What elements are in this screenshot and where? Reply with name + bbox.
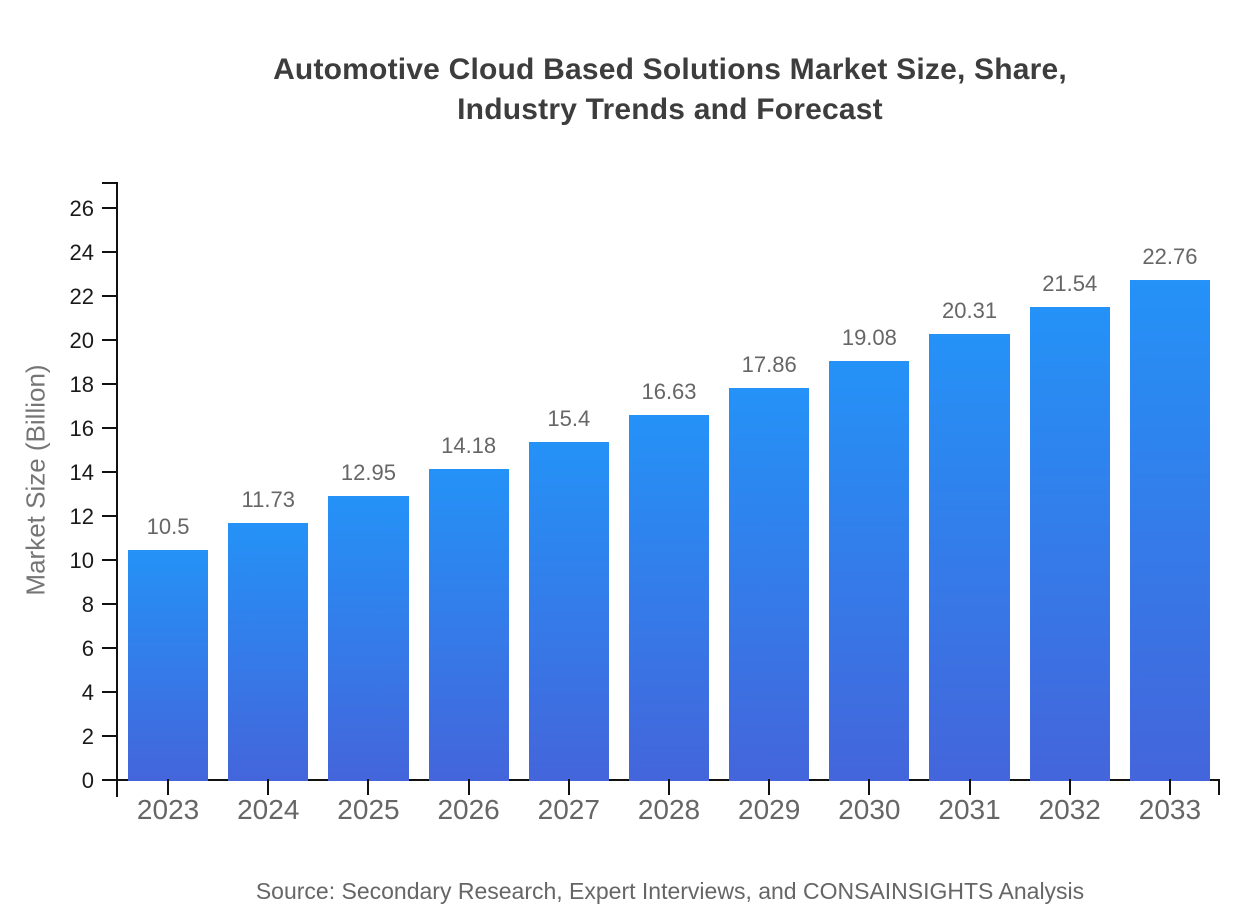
y-tick-label: 0 [81,768,94,793]
y-tick [102,735,116,737]
y-tick-label: 20 [69,328,94,353]
x-tick-label-2032: 2032 [1038,794,1101,825]
bar-value-label-2032: 21.54 [1042,271,1098,297]
x-tick [768,779,771,795]
x-tick [167,779,170,795]
bar-value-label-2033: 22.76 [1142,244,1198,270]
y-tick-label: 24 [69,240,94,265]
chart-title: Automotive Cloud Based Solutions Market … [80,50,1260,130]
y-tick [102,339,116,341]
x-tick [567,779,570,795]
x-tick [267,779,270,795]
x-tick-label-2033: 2033 [1138,794,1202,825]
bar-value-label-2026: 14.18 [441,433,497,459]
x-tick-label-2024: 2024 [237,794,300,825]
bar-value-label-2024: 11.73 [241,486,295,512]
bar-2025 [328,496,409,781]
x-tick [1168,779,1171,795]
bar-2026 [428,469,509,781]
y-tick [102,295,116,297]
bar-2029 [729,388,810,781]
y-tick [102,251,116,253]
y-tick [102,427,116,429]
x-tick [1068,779,1071,795]
chart-title-line-1: Automotive Cloud Based Solutions Market … [273,53,1067,86]
bar-value-label-2023: 10.5 [146,514,190,539]
bar-value-label-2028: 16.63 [641,379,697,405]
y-axis-end-tick [102,182,116,184]
y-tick-label: 4 [81,680,94,705]
x-tick-label-2023: 2023 [136,794,200,825]
bar-2023 [128,550,209,781]
y-tick-label: 22 [69,284,94,309]
bar-value-label-2029: 17.86 [741,352,797,378]
y-tick-label: 12 [69,504,94,529]
x-tick [968,779,971,795]
y-tick [102,471,116,473]
bar-2033 [1129,280,1210,781]
bar-2027 [528,442,609,781]
y-tick [102,383,116,385]
y-tick-label: 6 [81,636,94,661]
y-tick [102,647,116,649]
x-tick-label-2025: 2025 [337,794,400,825]
bar-2028 [628,415,710,781]
x-tick-label-2026: 2026 [437,794,500,825]
y-tick [102,559,116,561]
bar-2032 [1029,307,1110,781]
x-tick [467,779,470,795]
y-tick-label: 14 [69,460,94,485]
bar-value-label-2027: 15.4 [547,406,591,432]
bar-value-label-2030: 19.08 [841,325,897,351]
x-tick [868,779,871,795]
bar-2024 [228,522,309,781]
bar-2031 [929,334,1010,781]
y-tick-label: 10 [69,548,94,573]
y-tick-label: 18 [69,372,94,397]
x-tick-label-2031: 2031 [938,794,1001,825]
x-tick-label-2029: 2029 [738,794,801,825]
y-tick [102,691,116,693]
y-tick-label: 8 [81,592,94,617]
source-note: Source: Secondary Research, Expert Inter… [255,878,1085,904]
bar-2030 [829,361,910,781]
y-tick [102,515,116,517]
x-tick-label-2030: 2030 [838,794,901,825]
chart-title-line-2: Industry Trends and Forecast [457,93,883,126]
x-tick-label-2028: 2028 [637,794,701,825]
x-tick-label-2027: 2027 [537,794,600,825]
bar-value-label-2025: 12.95 [340,460,396,486]
bar-value-label-2031: 20.31 [942,298,998,324]
y-tick-label: 2 [81,724,94,749]
y-tick [102,603,116,605]
x-axis-end-tick [1218,779,1220,795]
y-tick-label: 26 [69,196,94,221]
y-axis-line [116,182,118,797]
x-tick [668,779,670,795]
y-tick [102,207,116,209]
x-tick [367,779,370,795]
y-tick-label: 16 [69,416,94,441]
